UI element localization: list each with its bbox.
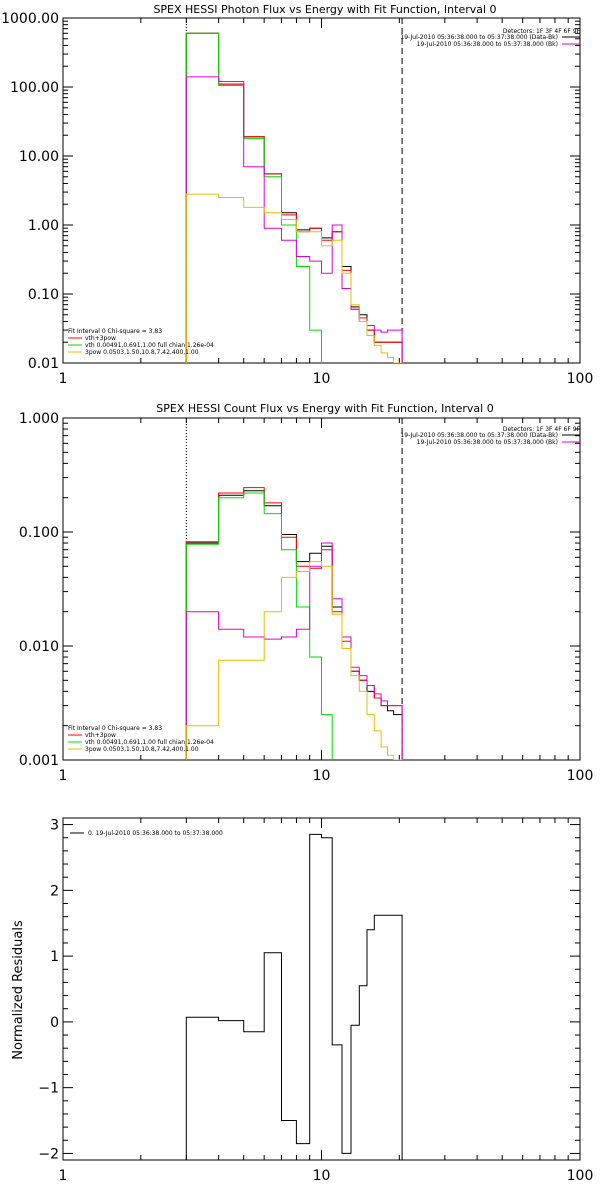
- y-tick-label: 0.001: [19, 753, 59, 769]
- panel1-info-line2: 19-Jul-2010 05:36:38.000 to 05:37:38.000…: [417, 41, 558, 48]
- series-yellow-line: [185, 193, 403, 363]
- panel1-info: Detectors: 1F 3F 4F 6F 9F 19-Jul-2010 05…: [400, 28, 580, 48]
- panel1-legend-header: Fit Interval 0 Chi-square = 3.83: [68, 328, 162, 335]
- x-tick-label: 10: [313, 1168, 331, 1184]
- count-flux-panel: SPEX HESSI Count Flux vs Energy with Fit…: [19, 402, 594, 784]
- panel2-info: Detectors: 1F 3F 4F 6F 9F 19-Jul-2010 05…: [400, 426, 580, 446]
- panel2-info-line2: 19-Jul-2010 05:36:38.000 to 05:37:38.000…: [417, 439, 558, 446]
- panel3-legend: 0. 19-Jul-2010 05:36:38.000 to 05:37:38.…: [70, 830, 223, 837]
- residuals-panel: 1 10 100 −2 −1 0 1 2 3 Normalized Residuals 0. 1…: [11, 817, 594, 1184]
- panel1-legend-entry-red: vth+3pow: [85, 335, 116, 342]
- plot-frame: [62, 17, 581, 364]
- y-tick-label: 100.00: [10, 80, 59, 96]
- panel2-legend-entry-green: vth 0.00491,0.691,1.00 full chian 1.26e-…: [85, 739, 214, 746]
- series-magenta-line: [185, 76, 403, 363]
- x-tick-label: 100: [567, 371, 594, 387]
- panel1-legend: Fit Interval 0 Chi-square = 3.83 vth+3po…: [68, 328, 214, 356]
- y-tick-label: 1000.00: [1, 11, 59, 27]
- y-tick-label: 2: [50, 883, 59, 899]
- y-tick-label: 1: [50, 949, 59, 965]
- x-tick-label: 10: [313, 768, 331, 784]
- panel1-legend-entry-green: vth 0.00491,0.691,1.00 full chian 1.26e-…: [85, 342, 214, 349]
- panel1-detectors: Detectors: 1F 3F 4F 6F 9F: [503, 28, 581, 35]
- x-tick-label: 1: [59, 371, 68, 387]
- panel2-legend-header: Fit Interval 0 Chi-square = 3.83: [68, 725, 162, 732]
- y-tick-label: 0.100: [19, 525, 59, 541]
- x-tick-label: 100: [567, 1168, 594, 1184]
- panel2-legend: Fit Interval 0 Chi-square = 3.83 vth+3po…: [68, 725, 214, 753]
- panel3-legend-entry: 0. 19-Jul-2010 05:36:38.000 to 05:37:38.…: [88, 830, 223, 837]
- x-tick-label: 1: [59, 1168, 68, 1184]
- panel3-plot-area: 1 10 100 −2 −1 0 1 2 3: [38, 817, 594, 1184]
- y-tick-label: −1: [38, 1081, 59, 1097]
- panel1-info-line1: 19-Jul-2010 05:36:38.000 to 05:37:38.000…: [400, 34, 558, 41]
- y-tick-label: 1.000: [19, 411, 59, 427]
- photon-flux-panel: SPEX HESSI Photon Flux vs Energy with Fi…: [1, 3, 593, 387]
- plot-frame: [62, 817, 581, 1161]
- panel1-title: SPEX HESSI Photon Flux vs Energy with Fi…: [153, 3, 496, 16]
- x-tick-label: 10: [313, 371, 331, 387]
- panel2-legend-entry-yellow: 3pow 0.0503,1.50,10.8,7.42,400,1.00: [85, 746, 199, 753]
- panel2-plot-area: 1 10 100 0.001 0.010 0.100 1.000: [19, 411, 594, 784]
- y-tick-label: 10.00: [19, 149, 59, 165]
- panel2-title: SPEX HESSI Count Flux vs Energy with Fit…: [156, 402, 493, 415]
- y-tick-label: 0.01: [28, 356, 59, 372]
- panel2-detectors: Detectors: 1F 3F 4F 6F 9F: [503, 426, 581, 433]
- series-yellow-line: [185, 561, 403, 760]
- panel2-info-line1: 19-Jul-2010 05:36:38.000 to 05:37:38.000…: [400, 432, 558, 439]
- panel3-ylabel: Normalized Residuals: [11, 920, 26, 1060]
- panel1-legend-entry-yellow: 3pow 0.0503,1.50,10.8,7.42,400,1.00: [85, 349, 199, 356]
- series-green-line: [185, 492, 333, 760]
- x-tick-label: 1: [59, 768, 68, 784]
- y-tick-label: 0: [50, 1015, 59, 1031]
- y-tick-label: −2: [38, 1146, 59, 1162]
- y-tick-label: 0.010: [19, 639, 59, 655]
- x-tick-label: 100: [567, 768, 594, 784]
- y-tick-label: 0.10: [28, 287, 59, 303]
- y-tick-label: 3: [50, 818, 59, 834]
- y-tick-label: 1.00: [28, 218, 59, 234]
- series-residuals-line: [185, 833, 403, 1160]
- panel2-legend-entry-red: vth+3pow: [85, 732, 116, 739]
- panel1-plot-area: 1 10 100 0.01 0.10 1.00 10.00 100.00 1000.00: [1, 11, 593, 387]
